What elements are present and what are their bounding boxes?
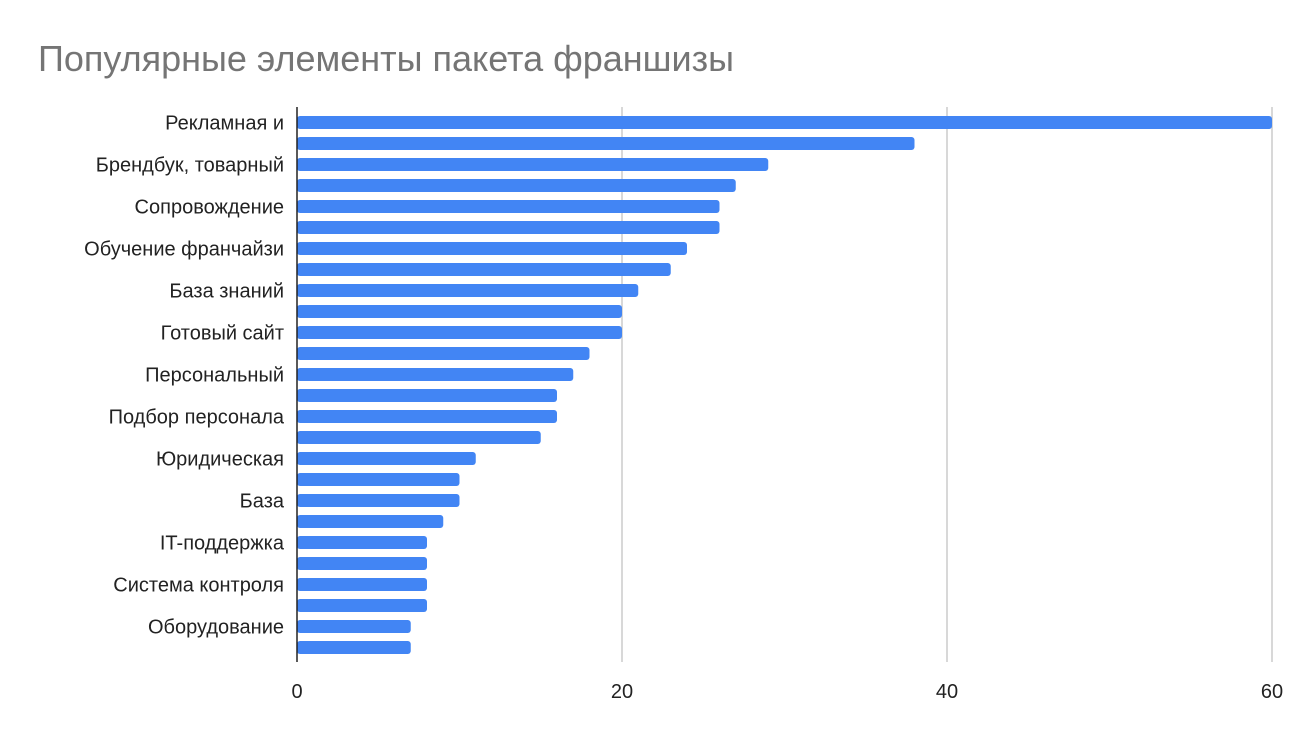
tick-labels: 0 20 40 60 xyxy=(291,681,1283,703)
bar xyxy=(297,242,687,255)
bar xyxy=(297,515,444,528)
bar xyxy=(297,158,769,171)
bar xyxy=(297,305,622,318)
bar xyxy=(297,578,427,591)
bar xyxy=(297,494,460,507)
bar xyxy=(297,389,557,402)
bar xyxy=(297,641,411,654)
category-label: Рекламная и xyxy=(165,113,284,135)
bar xyxy=(297,347,590,360)
bar xyxy=(297,410,557,423)
x-tick-label: 40 xyxy=(936,681,958,703)
category-labels: Рекламная и Брендбук, товарный Сопровожден… xyxy=(84,113,285,639)
bar xyxy=(297,599,427,612)
category-label: База знаний xyxy=(169,281,284,303)
bar xyxy=(297,284,639,297)
bar xyxy=(297,557,427,570)
bar xyxy=(297,620,411,633)
bar xyxy=(297,431,541,444)
category-label: Подбор персонала xyxy=(109,407,285,429)
category-label: Оборудование xyxy=(148,617,284,639)
category-label: Брендбук, товарный xyxy=(96,155,284,177)
bar xyxy=(297,221,720,234)
bar xyxy=(297,326,622,339)
category-label: Юридическая xyxy=(156,449,284,471)
gridlines xyxy=(621,107,1273,662)
category-label: Персональный xyxy=(145,365,284,387)
bars xyxy=(297,116,1272,654)
chart-title: Популярные элементы пакета франшизы xyxy=(38,38,735,79)
bar xyxy=(297,473,460,486)
x-tick-label: 60 xyxy=(1261,681,1283,703)
bar xyxy=(297,179,736,192)
category-label: Система контроля xyxy=(113,575,284,597)
category-label: Обучение франчайзи xyxy=(84,239,284,261)
category-label: Сопровождение xyxy=(135,197,284,219)
bar xyxy=(297,452,476,465)
bar xyxy=(297,368,574,381)
bar xyxy=(297,137,915,150)
bar xyxy=(297,200,720,213)
bar xyxy=(297,536,427,549)
bar xyxy=(297,116,1272,129)
x-tick-label: 0 xyxy=(291,681,302,703)
category-label: IT-поддержка xyxy=(160,533,285,555)
bar xyxy=(297,263,671,276)
category-label: Готовый сайт xyxy=(161,323,284,345)
category-label: База xyxy=(240,491,285,513)
x-tick-label: 20 xyxy=(611,681,633,703)
